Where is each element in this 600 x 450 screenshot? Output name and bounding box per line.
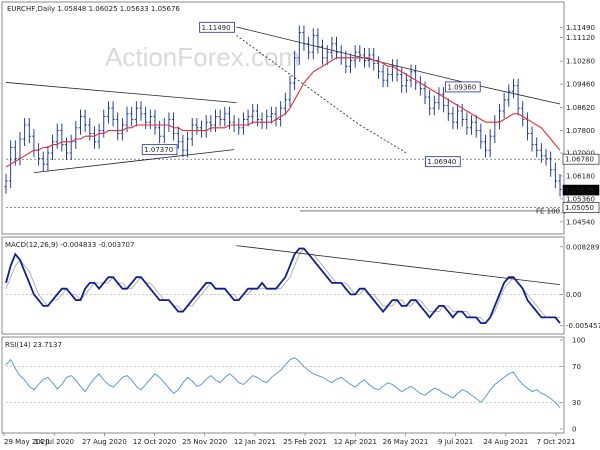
annotation-box xyxy=(199,21,235,33)
date-tick-label: 7 Oct 2021 xyxy=(537,438,576,446)
date-tick-label: 12 Oct 2020 xyxy=(133,438,176,446)
date-tick-label: 25 Nov 2020 xyxy=(182,438,227,446)
annotation-box xyxy=(445,81,481,93)
price-right-label: 1.05050 xyxy=(565,204,594,212)
price-tick-label: 1.04540 xyxy=(566,218,595,226)
macd-tick-label: 0.008289 xyxy=(566,243,599,251)
date-tick-label: 12 Apr 2021 xyxy=(334,438,377,446)
price-annotations: 1.11490 1.07370 1.09360 1.06940 FE 100.0 xyxy=(141,21,567,216)
annotation-label: 1.09360 xyxy=(447,83,476,91)
price-grid xyxy=(6,158,560,212)
price-axis-ticks: 1.11490 1.11120 1.10280 1.09460 1.08620 1.078… xyxy=(560,24,600,226)
price-panel: EURCHF,Daily 1.05848 1.06025 1.05633 1.0… xyxy=(1,1,600,235)
price-tick-label: 1.11490 xyxy=(566,24,595,32)
annotation-label: 1.11490 xyxy=(202,24,231,32)
watermark-text: ActionForex.com xyxy=(105,42,300,72)
moving-average-line xyxy=(5,57,561,168)
macd-axis-ticks: 0.008289 0.00 -0.005457 xyxy=(560,243,600,330)
price-right-label-box xyxy=(562,153,600,165)
price-tick-label: 1.08620 xyxy=(566,104,595,112)
macd-panel-title: MACD(12,26,9) -0.004833 -0.003707 xyxy=(5,241,134,249)
macd-panel: MACD(12,26,9) -0.004833 -0.003707 0.0082… xyxy=(1,236,600,335)
date-tick-label: 12 Jan 2021 xyxy=(234,438,276,446)
date-tick-label: 26 May 2021 xyxy=(383,438,429,446)
annotation-box xyxy=(425,156,461,168)
date-tick-label: 25 Feb 2021 xyxy=(283,438,327,446)
price-tick-label: 1.11120 xyxy=(566,34,595,42)
rsi-tick-label: 0 xyxy=(572,426,576,434)
sma-55-line xyxy=(5,57,561,168)
fe-label: FE 100.0 xyxy=(536,208,567,216)
macd-line xyxy=(5,247,561,324)
price-right-label: 1.05676 xyxy=(565,187,594,195)
trendline xyxy=(33,149,235,173)
rsi-tick-label: 30 xyxy=(572,399,581,407)
price-tick-label: 1.05360 xyxy=(566,195,595,203)
trendline xyxy=(471,83,561,105)
rsi-tick-label: 100 xyxy=(572,337,585,345)
trendline xyxy=(236,26,472,85)
rsi-grid xyxy=(6,366,560,403)
price-panel-title: EURCHF,Daily 1.05848 1.06025 1.05633 1.0… xyxy=(7,5,180,13)
annotation-box xyxy=(141,144,178,156)
rsi-panel: RSI(14) 23.7137 100 70 30 0 xyxy=(1,336,585,434)
price-tick-label: 1.10280 xyxy=(566,58,595,66)
price-tick-label: 1.07800 xyxy=(566,127,595,135)
price-right-label-box xyxy=(562,202,600,213)
rsi-line-path xyxy=(5,357,561,408)
annotation-label: 1.06940 xyxy=(427,158,456,166)
rsi-axis-ticks: 100 70 30 0 xyxy=(560,337,585,434)
rsi-line xyxy=(5,357,561,408)
price-right-label-box xyxy=(562,184,600,196)
price-tick-label: 1.07000 xyxy=(566,150,595,158)
price-right-label: 1.06780 xyxy=(565,156,594,164)
price-tick-label: 1.09460 xyxy=(566,81,595,89)
date-tick-label: 29 May 2020 xyxy=(4,438,50,446)
macd-trendline xyxy=(236,245,561,286)
date-tick-label: 14 Jul 2020 xyxy=(34,438,74,446)
macd-signal-line xyxy=(5,247,560,324)
price-tick-label: 1.06180 xyxy=(566,172,595,180)
date-tick-label: 9 Jul 2021 xyxy=(438,438,473,446)
trendline xyxy=(359,124,407,154)
rsi-panel-title: RSI(14) 23.7137 xyxy=(5,341,62,349)
date-tick-label: 24 Aug 2021 xyxy=(483,438,528,446)
macd-lines xyxy=(5,245,561,324)
date-tick-label: 27 Aug 2020 xyxy=(82,438,127,446)
macd-tick-label: 0.00 xyxy=(566,291,582,299)
price-trendlines xyxy=(5,26,561,173)
macd-tick-label: -0.005457 xyxy=(566,322,600,330)
annotation-label: 1.07370 xyxy=(144,146,173,154)
trendline xyxy=(236,35,361,126)
rsi-tick-label: 70 xyxy=(572,363,581,371)
trendline xyxy=(5,82,237,103)
